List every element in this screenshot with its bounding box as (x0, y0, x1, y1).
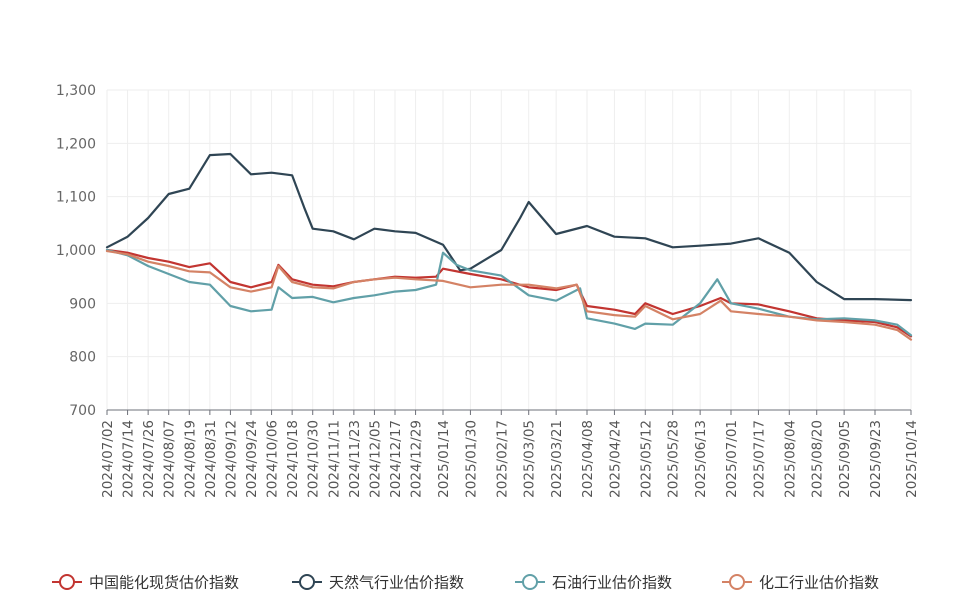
axes: 700 800 900 1,000 1,100 1,200 1,300 2024/07/02 2… (56, 83, 920, 498)
x-tick-label: 2024/10/18 (285, 420, 301, 498)
y-tick-label: 800 (69, 350, 96, 366)
y-tick-label: 1,300 (56, 83, 96, 99)
series-line-3 (105, 248, 913, 337)
x-tick-label: 2024/11/11 (326, 420, 342, 498)
x-tick-label: 2024/07/14 (121, 420, 137, 498)
x-tick-label: 2025/02/17 (494, 420, 510, 498)
legend-item-3[interactable]: 石油行业估价指数 (515, 574, 672, 592)
x-tick-label: 2025/04/08 (580, 420, 596, 498)
x-tick-label: 2024/12/05 (367, 420, 383, 498)
legend-item-1[interactable]: 中国能化现货估价指数 (52, 574, 239, 592)
x-tick-label: 2025/07/01 (724, 420, 740, 498)
series-line-2 (105, 152, 913, 302)
x-tick-label: 2024/12/17 (388, 420, 404, 498)
legend[interactable]: 中国能化现货估价指数 天然气行业估价指数 石油行业估价指数 化工行业估价指数 (52, 574, 879, 592)
legend-item-4[interactable]: 化工行业估价指数 (722, 574, 879, 592)
x-tick-label: 2025/05/28 (666, 420, 682, 498)
x-tick-label: 2024/10/06 (265, 420, 281, 498)
x-tick-label: 2024/10/30 (306, 420, 322, 498)
x-tick-label: 2025/09/05 (837, 420, 853, 498)
x-tick-label: 2024/07/02 (100, 420, 116, 498)
legend-circle-icon (59, 574, 75, 590)
x-tick-label: 2025/01/14 (436, 420, 452, 498)
legend-circle-icon (522, 574, 538, 590)
x-tick-label: 2025/03/21 (549, 420, 565, 498)
legend-circle-icon (299, 574, 315, 590)
x-tick-label: 2025/07/17 (751, 420, 767, 498)
legend-label: 石油行业估价指数 (552, 574, 672, 592)
series-line-4 (105, 250, 913, 341)
x-tick-label: 2025/05/12 (638, 420, 654, 498)
x-tick-label: 2025/03/05 (522, 420, 538, 498)
x-tick-label: 2025/06/13 (693, 420, 709, 498)
x-tick-label: 2024/07/26 (141, 420, 157, 498)
y-tick-label: 1,200 (56, 136, 96, 152)
x-tick-label: 2025/08/20 (810, 420, 826, 498)
y-tick-label: 1,100 (56, 190, 96, 206)
grid (106, 89, 912, 411)
x-tick-label: 2024/08/07 (162, 420, 178, 498)
x-tick-label: 2024/08/31 (203, 420, 219, 498)
y-tick-label: 1,000 (56, 243, 96, 259)
legend-label: 中国能化现货估价指数 (89, 574, 239, 592)
x-tick-label: 2025/01/30 (463, 420, 479, 498)
legend-item-2[interactable]: 天然气行业估价指数 (292, 574, 464, 592)
x-tick-label: 2025/09/23 (868, 420, 884, 498)
series-line-1 (105, 248, 913, 338)
x-tick-label: 2024/08/19 (182, 420, 198, 498)
x-tick-label: 2024/09/24 (244, 420, 260, 498)
x-tick-label: 2025/10/14 (904, 420, 920, 498)
x-tick-label: 2025/04/24 (607, 420, 623, 498)
x-tick-label: 2024/09/12 (223, 420, 239, 498)
x-tick-label: 2024/12/29 (409, 420, 425, 498)
x-tick-label: 2024/11/23 (347, 420, 363, 498)
y-tick-label: 700 (69, 403, 96, 419)
x-tick-label: 2025/08/04 (782, 420, 798, 498)
legend-label: 化工行业估价指数 (759, 574, 879, 592)
y-tick-label: 900 (69, 296, 96, 312)
legend-label: 天然气行业估价指数 (329, 574, 464, 592)
series-layer (105, 152, 913, 341)
legend-circle-icon (729, 574, 745, 590)
